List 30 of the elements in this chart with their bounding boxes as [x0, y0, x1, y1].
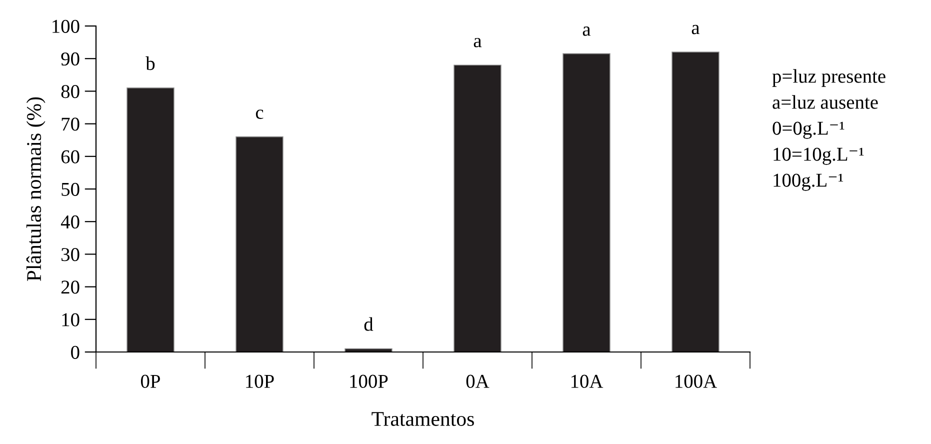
y-tick-label: 80	[61, 85, 80, 98]
x-tick-label: 10P	[246, 374, 274, 388]
annotation: a	[474, 38, 482, 48]
x-tick-label: 0P	[140, 374, 160, 388]
annotation: a	[692, 24, 700, 34]
x-axis-title: Tratamentos	[372, 412, 474, 426]
annotation: d	[364, 317, 374, 331]
text: p=luz presente	[772, 69, 886, 87]
y-tick-label: 0	[71, 346, 80, 359]
y-tick-label: 70	[62, 118, 80, 131]
text: 10=10g.L⁻¹	[774, 148, 864, 165]
y-axis-title: Plântulas normais (%)	[26, 97, 46, 281]
y-tick-label: 90	[61, 52, 80, 66]
y-tick-label: 20	[61, 280, 80, 294]
y-tick-label: 60	[61, 150, 80, 164]
x-tick-label: 10A	[571, 374, 604, 388]
annotation: c	[256, 110, 264, 119]
y-tick-label: 30	[62, 248, 80, 262]
annotation: a	[582, 26, 591, 36]
x-tick-label: 100P	[350, 374, 388, 388]
annotation: b	[146, 56, 155, 70]
text: 100g.L⁻¹	[774, 174, 844, 191]
y-tick-label: 10	[62, 313, 80, 326]
x-tick-label: 0A	[466, 374, 490, 388]
y-tick-label: 40	[60, 215, 80, 229]
y-tick-label: 50	[62, 182, 80, 196]
text: 0=0g.L⁻¹	[772, 122, 844, 139]
x-tick-label: 100A	[676, 374, 717, 388]
text: a=luz ausente	[772, 95, 878, 109]
y-tick-label: 100	[52, 20, 80, 33]
